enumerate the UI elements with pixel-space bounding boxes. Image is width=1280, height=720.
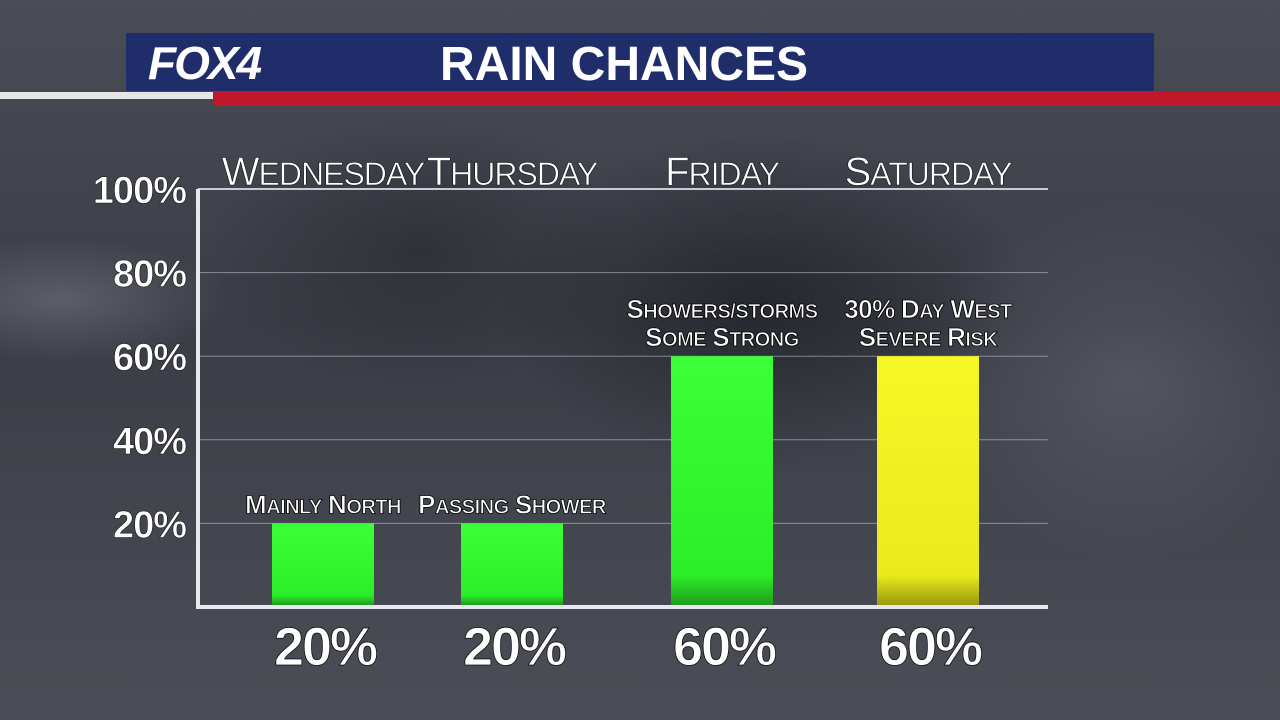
y-tick-label: 80% xyxy=(113,254,186,296)
bar-annotation: 30% DAY WEST xyxy=(844,294,1012,324)
y-tick-label: 20% xyxy=(113,504,186,546)
value-label: 60% xyxy=(879,617,982,677)
y-tick-label: 40% xyxy=(113,421,186,463)
red-stripe xyxy=(213,91,1280,106)
bar-annotation: SOME STRONG xyxy=(645,322,799,352)
bar-friday xyxy=(671,356,773,605)
y-tick-label: 60% xyxy=(113,337,186,379)
category-label: FRIDAY xyxy=(665,150,780,194)
bar-annotation: SHOWERS/STORMS xyxy=(626,294,817,324)
bar-annotation: PASSING SHOWER xyxy=(418,489,607,519)
category-label: THURSDAY xyxy=(427,150,598,194)
bar-annotation: MAINLY NORTH xyxy=(245,489,401,519)
bar-saturday xyxy=(877,356,979,605)
station-logo: FOX4 xyxy=(148,37,262,89)
category-label: SATURDAY xyxy=(845,150,1013,194)
bar-annotation: SEVERE RISK xyxy=(859,322,999,352)
value-label: 60% xyxy=(673,617,776,677)
category-label: WEDNESDAY xyxy=(222,150,425,194)
white-stripe xyxy=(0,92,213,99)
value-label: 20% xyxy=(463,617,566,677)
bar-wednesday xyxy=(272,523,374,605)
value-label: 20% xyxy=(274,617,377,677)
bar-thursday xyxy=(461,523,563,605)
chart-title: RAIN CHANCES xyxy=(440,38,809,91)
title-banner xyxy=(126,33,1154,91)
y-tick-label: 100% xyxy=(93,170,186,212)
